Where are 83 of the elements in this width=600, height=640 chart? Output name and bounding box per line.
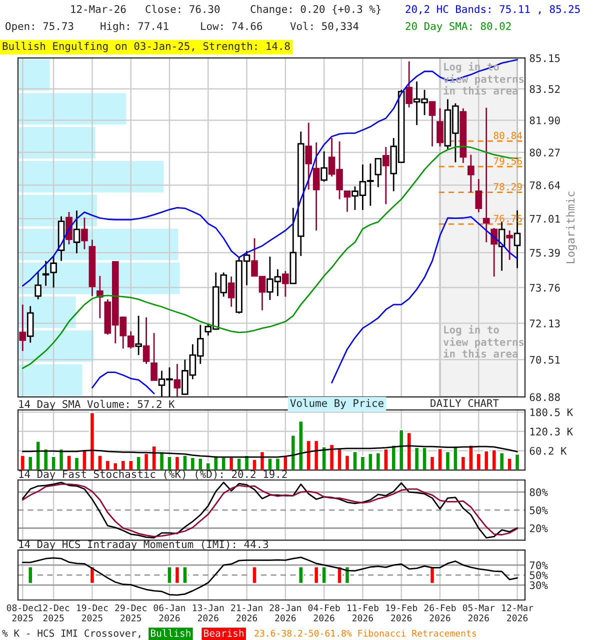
y-tick-label: 80.27 [530,148,560,156]
y-tick-label: 83.52 [530,85,560,94]
chart-title: 14 Day SMA Volume: 57.2 K [19,400,175,410]
candlestick [19,304,26,352]
text: 23.6-38.2-50-61.8% Fibonacci Retracements [254,630,476,637]
candlestick [66,211,72,246]
line-series [22,556,518,596]
x-tick-label: 28-Jan 2026 [270,604,301,622]
x-tick-label: 13-Jan 2026 [192,604,224,622]
candlestick [174,363,181,397]
text: Bullish [150,629,190,637]
ref-line-label: 78.29 [494,183,522,190]
text: Close: 76.30 [146,4,220,14]
x-tick-label: 21-Jan 2026 [231,604,262,622]
y-tick-label: 30% [530,581,548,590]
y-tick-label: 180.5 K [530,408,574,416]
text: Open: 75.73 [6,22,74,32]
y-tick-label: 72.13 [530,320,560,328]
x-tick-label: 19-Feb 2026 [386,604,418,622]
text: 12-Mar-26 [71,5,126,14]
x-tick-label: 08-Dec 2025 [6,604,38,622]
candlestick [282,270,289,298]
text: High: 77.41 [100,22,168,32]
x-tick-label: 04-Feb 2026 [308,604,340,622]
candlestick [150,332,158,381]
x-tick-label: 12-Mar 2026 [502,604,534,622]
y-tick-label: 77.01 [530,214,560,223]
y-tick-label: 50% [530,506,548,514]
candlestick [436,108,444,148]
y-tick-label: 75.39 [530,248,560,257]
text: DAILY CHART [430,399,499,408]
y-tick-label: 78.64 [530,181,560,190]
text: 20 Day SMA: 80.02 [406,22,511,32]
x-tick-label: 11-Feb 2026 [347,604,378,622]
candlestick [312,142,320,232]
candlestick [228,276,235,308]
chart-title: 14 Day HCS Intraday Momentum (IMI): 44.3 [19,540,268,550]
x-tick-label: 06-Jan 2026 [154,604,185,622]
text: Volume By Price [290,398,384,410]
candlestick [305,122,312,190]
y-tick-label: 68.88 [530,393,560,402]
text: Change: 0.20 {+0.3 %} [250,4,381,16]
text: Bearish [204,629,244,637]
candlestick [142,316,150,365]
candlestick [344,190,351,212]
ref-line-label: 80.84 [494,132,522,140]
x-tick-label: 19-Dec 2025 [76,604,108,622]
candlestick [382,146,390,205]
y-tick-label: 70% [530,561,548,570]
candlestick [482,107,490,243]
x-tick-label: 29-Dec 2025 [115,604,146,622]
y-tick-label: 20% [530,524,548,532]
bar [514,453,520,470]
candlestick [475,178,482,213]
candlestick [320,150,328,182]
y-tick-label: 73.76 [530,284,560,292]
candlestick [506,230,513,261]
y-tick-label: 60.2 K [530,446,567,455]
candlestick [468,154,474,193]
legend-title: % K - HCS IMI Crossover, [2,629,140,638]
candlestick [428,101,436,148]
bar [20,454,26,470]
x-tick-label: 12-Dec 2025 [38,604,70,622]
y-axis-title: Logarithmic [566,192,577,264]
candlestick [135,315,142,356]
x-tick-label: 05-Mar 2026 [462,604,495,622]
candlestick [406,60,412,108]
candlestick [374,158,382,188]
y-tick-label: 80% [530,488,548,496]
text: Bullish Engulfing on 03-Jan-25, Strength: 14.8 [2,42,290,52]
annotation: Log in to view patterns in this area [443,324,524,358]
ref-line-label: 79.56 [494,157,522,165]
text: 20,2 HC Bands: 75.11 , 85.25 [406,4,580,14]
y-tick-label: 70.51 [530,356,560,364]
y-tick-label: 85.15 [530,54,560,62]
y-tick-label: 120.3 K [530,428,574,436]
candlestick [81,216,88,250]
text: Low: 74.66 [201,22,262,30]
y-tick-label: 81.90 [530,116,560,124]
text: Vol: 50,334 [290,22,358,32]
x-tick-label: 26-Feb 2026 [424,604,456,622]
y-tick-label: 50% [530,571,548,580]
candlestick [490,227,498,278]
